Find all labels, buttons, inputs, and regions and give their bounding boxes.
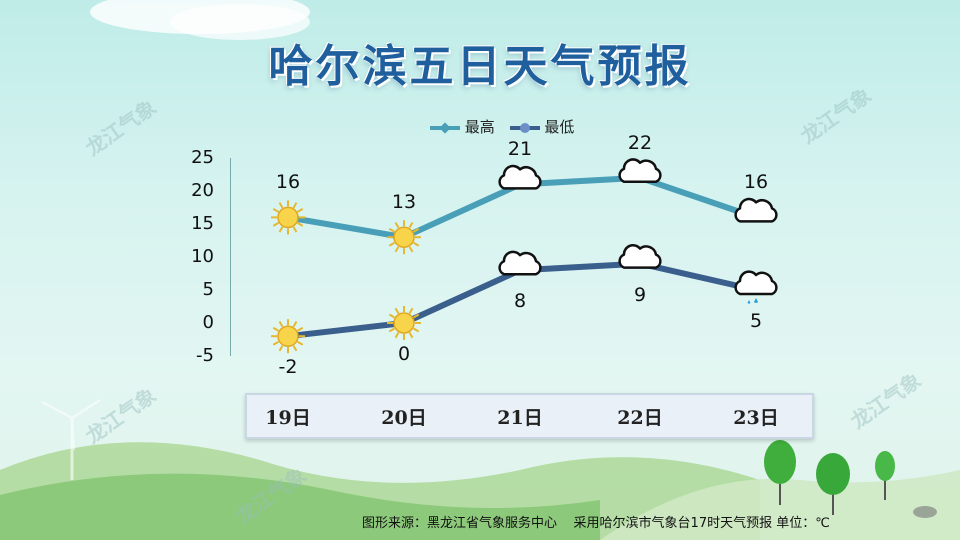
y-tick-label: 5 <box>202 279 214 300</box>
cloud-icon <box>734 197 778 223</box>
high-value-label: 21 <box>507 138 533 161</box>
chart-legend: 最高 最低 <box>430 116 584 137</box>
y-tick-label: 10 <box>191 246 214 267</box>
sun-icon <box>271 200 305 235</box>
legend-item-low: 最低 <box>509 116 575 137</box>
legend-low-marker-icon <box>509 122 540 133</box>
sun-icon <box>387 306 421 340</box>
date-label: 21日 <box>497 407 543 429</box>
low-value-label: -2 <box>278 356 298 379</box>
date-bar: 19日 20日 21日 22日 23日 <box>245 393 814 439</box>
high-value-label: 22 <box>627 131 653 154</box>
date-label: 23日 <box>733 407 779 429</box>
cloud-icon <box>498 250 542 276</box>
high-value-label: 16 <box>275 171 301 194</box>
legend-high-label: 最高 <box>464 118 495 136</box>
tree-decoration <box>764 440 937 518</box>
high-value-label: 13 <box>391 191 417 214</box>
source-left: 图形来源：黑龙江省气象服务中心 <box>362 516 558 531</box>
date-label: 20日 <box>381 407 427 429</box>
rain-cloud-icon <box>734 270 778 304</box>
cloud-icon <box>498 164 542 190</box>
legend-high-marker-icon <box>430 121 460 134</box>
cloud-icon <box>618 244 662 269</box>
y-tick-label: -5 <box>196 345 214 366</box>
legend-item-high: 最高 <box>430 116 495 137</box>
date-label: 22日 <box>617 407 663 429</box>
date-label: 19日 <box>265 407 311 429</box>
page-title: 哈尔滨五日天气预报 <box>268 41 692 92</box>
cloud-decoration <box>170 4 310 40</box>
sun-icon <box>271 319 305 354</box>
source-right: 采用哈尔滨市气象台17时天气预报 单位：℃ <box>573 516 830 531</box>
source-note: 图形来源：黑龙江省气象服务中心 采用哈尔滨市气象台17时天气预报 单位：℃ <box>362 512 830 531</box>
y-tick-label: 0 <box>202 312 214 333</box>
low-value-label: 8 <box>513 290 527 313</box>
sun-icon <box>387 220 421 255</box>
legend-low-label: 最低 <box>544 118 575 136</box>
hill-decoration <box>0 473 600 540</box>
y-tick-label: 25 <box>191 147 214 168</box>
low-value-label: 9 <box>633 283 647 306</box>
wind-turbine-decoration <box>41 399 101 480</box>
high-value-label: 16 <box>743 171 769 194</box>
low-value-label: 5 <box>749 310 763 332</box>
y-axis-line <box>230 158 231 356</box>
cloud-icon <box>618 158 662 184</box>
low-value-label: 0 <box>397 343 411 365</box>
y-tick-label: 20 <box>191 180 214 201</box>
y-tick-label: 15 <box>191 213 214 234</box>
